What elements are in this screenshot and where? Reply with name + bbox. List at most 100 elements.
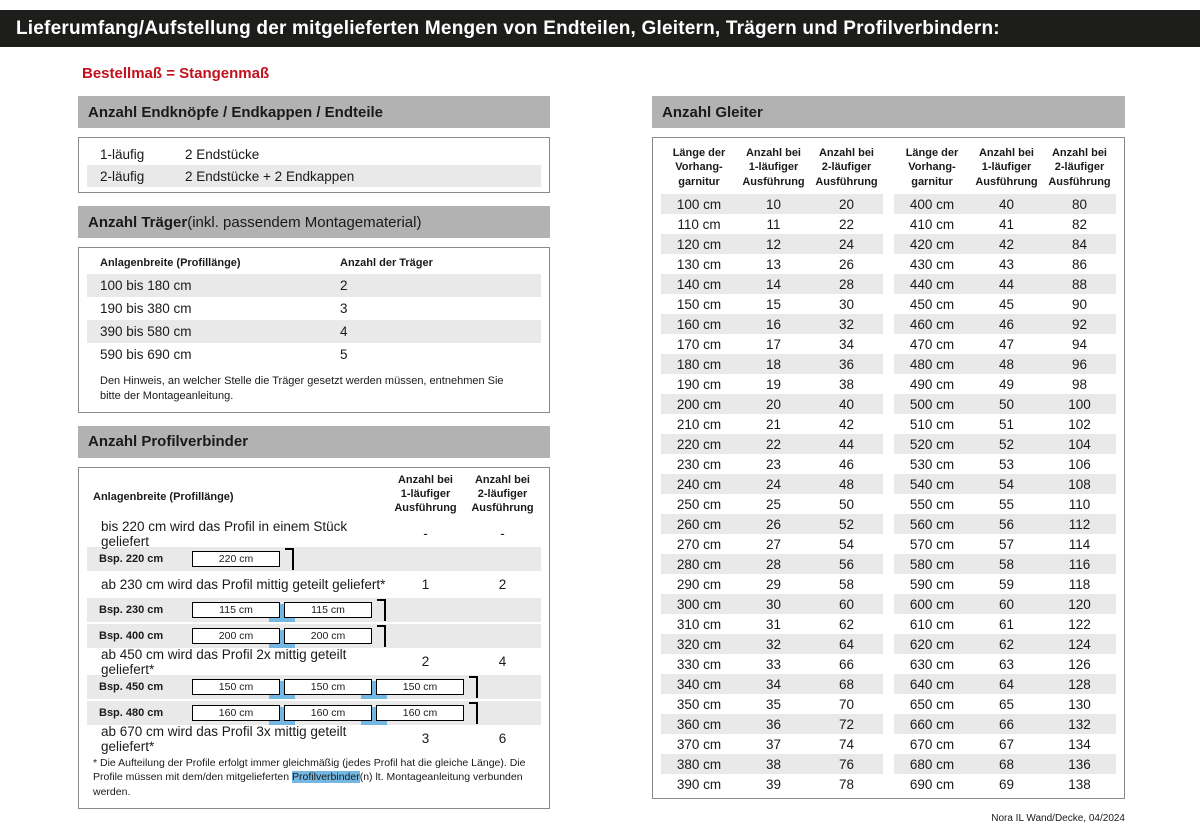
profile-diagram: 150 cm 150 cm 150 cm <box>192 675 478 699</box>
length-cell: 150 cm <box>676 296 722 312</box>
count-1laeufig-cell: 27 <box>765 536 782 552</box>
count-2laeufig-cell: 130 <box>1068 696 1091 712</box>
length-cell: 620 cm <box>909 636 955 652</box>
document-footer: Nora IL Wand/Decke, 04/2024 <box>991 813 1125 824</box>
count-2laeufig-cell: 36 <box>838 356 855 372</box>
traeger-note: Den Hinweis, an welcher Stelle die Träge… <box>100 375 504 402</box>
end-bracket-icon <box>285 547 294 570</box>
gleiter-row: 460 cm 46 92 <box>894 314 1116 334</box>
endteile-row: 2-läufig 2 Endstücke + 2 Endkappen <box>87 165 541 187</box>
count-2laeufig-cell: 42 <box>838 416 855 432</box>
endteile-section-header: Anzahl Endknöpfe / Endkappen / Endteile <box>78 96 550 128</box>
count-1laeufig-cell: 68 <box>998 756 1015 772</box>
count-2laeufig-cell: 52 <box>838 516 855 532</box>
length-cell: 220 cm <box>676 436 722 452</box>
count-2laeufig-cell: 50 <box>838 496 855 512</box>
profile-segment: 160 cm <box>376 704 464 721</box>
length-cell: 360 cm <box>676 716 722 732</box>
length-cell: 160 cm <box>676 316 722 332</box>
length-cell: 370 cm <box>676 736 722 752</box>
count-2laeufig-cell: 66 <box>838 656 855 672</box>
length-cell: 140 cm <box>676 276 722 292</box>
endteile-value: 2 Endstücke + 2 Endkappen <box>185 168 355 184</box>
traeger-row: 100 bis 180 cm 2 <box>87 274 541 297</box>
gleiter-row: 410 cm 41 82 <box>894 214 1116 234</box>
count-1laeufig-cell: 66 <box>998 716 1015 732</box>
gleiter-row: 270 cm 27 54 <box>661 534 883 554</box>
gleiter-row: 580 cm 58 116 <box>894 554 1116 574</box>
count-2laeufig-cell: 132 <box>1068 716 1091 732</box>
count-1laeufig-cell: - <box>423 526 428 542</box>
count-1laeufig-cell: 58 <box>998 556 1015 572</box>
anlagenbreite-cell: 190 bis 380 cm <box>100 301 192 316</box>
gleiter-row: 280 cm 28 56 <box>661 554 883 574</box>
length-cell: 520 cm <box>909 436 955 452</box>
count-1laeufig-cell: 25 <box>765 496 782 512</box>
gleiter-row: 680 cm 68 136 <box>894 754 1116 774</box>
count-1laeufig-cell: 14 <box>765 276 782 292</box>
profilverbinder-section-header: Anzahl Profilverbinder <box>78 425 550 458</box>
count-1laeufig-cell: 12 <box>765 236 782 252</box>
profile-example-row: Bsp. 480 cm 160 cm 160 cm 160 cm <box>87 700 541 725</box>
traeger-count-cell: 5 <box>340 347 348 362</box>
length-cell: 690 cm <box>909 776 955 792</box>
col-2laeufig: Anzahl bei 2-läufiger Ausführung <box>471 473 534 515</box>
count-1laeufig-cell: 10 <box>765 196 782 212</box>
profile-rule-row: ab 450 cm wird das Profil 2x mittig gete… <box>87 647 541 677</box>
count-2laeufig-cell: 124 <box>1068 636 1091 652</box>
count-2laeufig-cell: 108 <box>1068 476 1091 492</box>
count-2laeufig-cell: 134 <box>1068 736 1091 752</box>
gleiter-row: 560 cm 56 112 <box>894 514 1116 534</box>
count-2laeufig-cell: 126 <box>1068 656 1091 672</box>
profile-example-row: Bsp. 230 cm 115 cm 115 cm <box>87 597 541 622</box>
end-bracket-icon <box>377 624 386 647</box>
gleiter-header-right: Länge der Vorhang- garnitur Anzahl bei 1… <box>894 142 1116 189</box>
traeger-rows: 100 bis 180 cm 2 190 bis 380 cm 3 390 bis 58… <box>87 274 541 366</box>
laeufigkeit-label: 1-läufig <box>100 146 145 162</box>
length-cell: 210 cm <box>676 416 722 432</box>
column-gap <box>883 142 894 189</box>
count-2laeufig-cell: 76 <box>838 756 855 772</box>
gleiter-section-header: Anzahl Gleiter <box>652 96 1125 128</box>
gleiter-row: 190 cm 19 38 <box>661 374 883 394</box>
order-measure-note: Bestellmaß = Stangenmaß <box>82 65 270 82</box>
profile-rule-row: bis 220 cm wird das Profil in einem Stüc… <box>87 519 541 549</box>
length-cell: 600 cm <box>909 596 955 612</box>
length-cell: 650 cm <box>909 696 955 712</box>
gleiter-row: 690 cm 69 138 <box>894 774 1116 794</box>
count-2laeufig-cell: 100 <box>1068 396 1091 412</box>
length-cell: 390 cm <box>676 776 722 792</box>
example-label: Bsp. 230 cm <box>99 603 164 616</box>
profile-segment: 200 cm <box>284 627 372 644</box>
count-1laeufig-cell: 26 <box>765 516 782 532</box>
profile-diagram: 200 cm 200 cm <box>192 624 386 648</box>
gleiter-row: 220 cm 22 44 <box>661 434 883 454</box>
length-cell: 560 cm <box>909 516 955 532</box>
count-1laeufig-cell: 33 <box>765 656 782 672</box>
length-cell: 480 cm <box>909 356 955 372</box>
gleiter-row: 590 cm 59 118 <box>894 574 1116 594</box>
count-2laeufig-cell: 38 <box>838 376 855 392</box>
count-2laeufig-cell: 118 <box>1068 576 1091 592</box>
col-1laeufig: Anzahl bei 1-läufiger Ausführung <box>742 147 805 188</box>
profile-example-row: Bsp. 400 cm 200 cm 200 cm <box>87 623 541 648</box>
end-bracket-icon <box>469 675 478 698</box>
count-1laeufig-cell: 35 <box>765 696 782 712</box>
length-cell: 200 cm <box>676 396 722 412</box>
count-2laeufig-cell: 22 <box>838 216 855 232</box>
footnote-text-after: (n) lt. Montageanleitung verbunden werde… <box>93 771 523 798</box>
count-2laeufig-cell: 96 <box>1071 356 1088 372</box>
anlagenbreite-cell: 590 bis 690 cm <box>100 347 192 362</box>
count-2laeufig-cell: 62 <box>838 616 855 632</box>
gleiter-row: 230 cm 23 46 <box>661 454 883 474</box>
gleiter-row: 170 cm 17 34 <box>661 334 883 354</box>
page-title: Lieferumfang/Aufstellung der mitgeliefer… <box>16 17 1000 39</box>
profile-diagram: 115 cm 115 cm <box>192 598 386 622</box>
traeger-row: 190 bis 380 cm 3 <box>87 297 541 320</box>
length-cell: 470 cm <box>909 336 955 352</box>
count-1laeufig-cell: 15 <box>765 296 782 312</box>
count-1laeufig-cell: 48 <box>998 356 1015 372</box>
count-2laeufig-cell: 30 <box>838 296 855 312</box>
count-2laeufig-cell: 72 <box>838 716 855 732</box>
count-1laeufig-cell: 18 <box>765 356 782 372</box>
